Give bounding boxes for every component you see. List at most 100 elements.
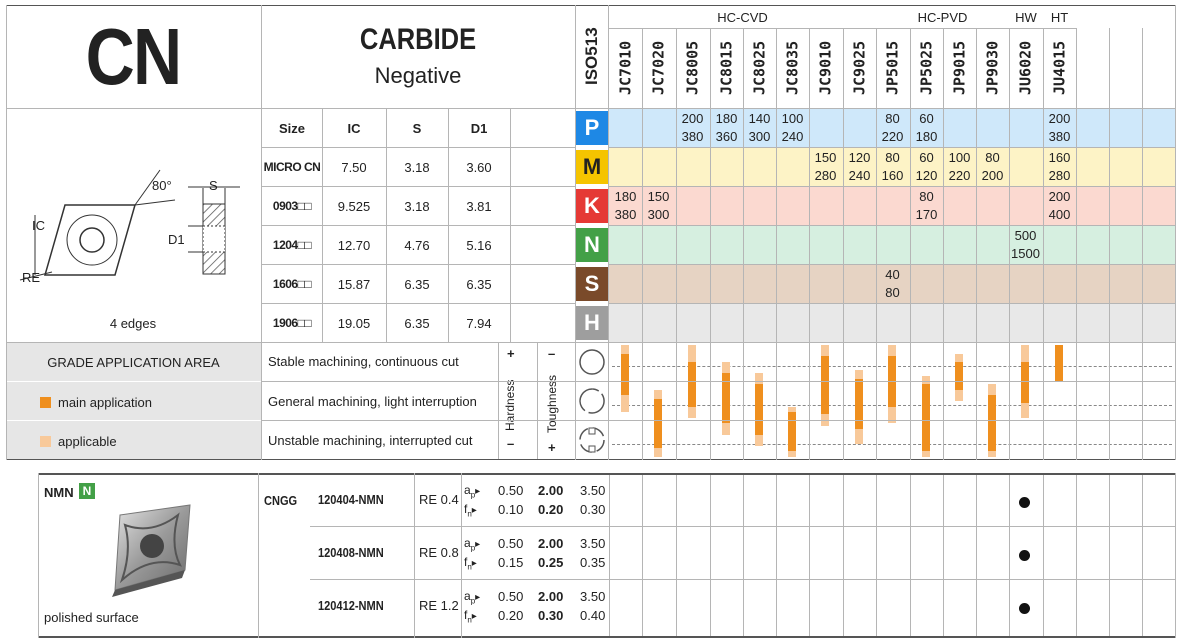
size-code: 1906□□ (272, 316, 312, 330)
cutting-speed: 200 380 (676, 110, 709, 146)
speed-min: 200 (681, 111, 704, 126)
speed-max: 240 (848, 168, 871, 183)
speed-max: 220 (881, 129, 904, 144)
hardness-minus: – (507, 436, 515, 451)
fn-value: 0.15 (498, 555, 524, 570)
condition-interrupted: Unstable machining, interrupted cut (268, 433, 473, 448)
fn-value: 0.35 (580, 555, 606, 570)
product-family: CNGG (264, 493, 298, 508)
hardness-plus: + (507, 346, 515, 361)
cutting-speed: 100 240 (776, 110, 809, 146)
s-label: S (209, 178, 218, 193)
main-application-bar (855, 378, 863, 429)
cutting-speed: 60 120 (910, 149, 943, 185)
main-application-bar (988, 395, 996, 452)
size-row-rule (262, 303, 575, 304)
frame-mid (6, 459, 1176, 460)
fn-label: fn▸ (464, 555, 477, 571)
main-legend: main application (58, 395, 152, 410)
fn-value: 0.25 (538, 555, 564, 570)
cutting-speed: 500 1500 (1009, 227, 1042, 263)
speed-min: 80 (885, 111, 900, 126)
cutting-speed: 80 160 (876, 149, 909, 185)
product-grade-rule (642, 475, 643, 636)
arrow-icon: ▸ (471, 505, 477, 516)
grade-header-jc8035: JC8035 (783, 40, 802, 96)
speed-min: 60 (919, 111, 934, 126)
grade-header-jp5025: JP5025 (917, 40, 936, 96)
size-value: 9.525 (337, 198, 371, 214)
ap-value: 2.00 (538, 589, 564, 604)
product-grade-rule (676, 475, 677, 636)
main-application-bar (788, 412, 796, 452)
corner-radius: RE 0.4 (419, 492, 459, 507)
size-code: 1204□□ (272, 238, 312, 252)
band-p (609, 109, 1176, 147)
hardness-sep (498, 342, 499, 459)
size-value: 4.76 (404, 237, 430, 253)
size-code: 0903□□ (272, 199, 312, 213)
insert-photo (112, 504, 191, 597)
col-sep-3 (608, 5, 609, 460)
speed-max: 400 (1048, 207, 1071, 222)
ap-value: 0.50 (498, 483, 524, 498)
grade-header-jc8005: JC8005 (683, 40, 702, 96)
legend-sep-2 (6, 420, 261, 421)
product-grade-rule (1043, 475, 1044, 636)
iso-header: ISO513 (582, 27, 601, 85)
band-rule (609, 147, 1176, 148)
grade-col-rule (743, 28, 744, 460)
main-application-bar (755, 384, 763, 435)
cutting-speed: 80 220 (876, 110, 909, 146)
speed-max: 280 (814, 168, 837, 183)
ap-value: 0.50 (498, 589, 524, 604)
fn-value: 0.10 (498, 502, 524, 517)
arrow-icon: ▸ (475, 486, 481, 497)
speed-min: 150 (814, 150, 837, 165)
stock-dot (1019, 550, 1030, 561)
product-grade-rule (910, 475, 911, 636)
size-value: 15.87 (337, 276, 371, 292)
size-value: 3.60 (466, 159, 492, 175)
size-header-size: Size (278, 120, 305, 136)
grade-header-ju4015: JU4015 (1050, 40, 1069, 96)
product-sep-3 (461, 473, 462, 638)
iso-s: S (576, 267, 608, 301)
grade-header-jp9015: JP9015 (950, 40, 969, 96)
product-code[interactable]: 120408-NMN (318, 545, 384, 560)
group-hw: HW (1015, 9, 1037, 25)
speed-max: 380 (614, 207, 637, 222)
cutting-speed: 180 380 (609, 188, 642, 224)
product-grade-rule (976, 475, 977, 636)
size-value: 12.70 (337, 237, 371, 253)
size-col-rule (448, 109, 449, 342)
condition-stable: Stable machining, continuous cut (268, 354, 459, 369)
symbol-sub: p (470, 596, 476, 606)
group-hc-cvd: HC-CVD (717, 9, 768, 25)
band-m (609, 148, 1176, 186)
speed-max: 220 (948, 168, 971, 183)
band-k (609, 187, 1176, 225)
speed-max: 160 (881, 168, 904, 183)
grade-col-rule (843, 28, 844, 460)
app-rule (6, 342, 1176, 343)
cutting-speed: 120 240 (843, 149, 876, 185)
size-row-rule (262, 186, 575, 187)
symbol: a (464, 483, 471, 497)
product-note: polished surface (44, 610, 139, 625)
cutting-speed: 40 80 (876, 266, 909, 302)
product-code[interactable]: 120404-NMN (318, 492, 384, 507)
band-n (609, 226, 1176, 264)
product-grade-rule (809, 475, 810, 636)
ap-value: 2.00 (538, 536, 564, 551)
symbol: f (464, 555, 468, 569)
ap-value: 0.50 (498, 536, 524, 551)
toughness-sep (537, 342, 538, 459)
main-application-bar (955, 361, 963, 390)
group-rule (609, 28, 1076, 29)
iso-m: M (576, 150, 608, 184)
size-value: 3.18 (404, 159, 430, 175)
grade-header-jp5015: JP5015 (883, 40, 902, 96)
product-code[interactable]: 120412-NMN (318, 598, 384, 613)
size-col-rule (322, 109, 323, 342)
